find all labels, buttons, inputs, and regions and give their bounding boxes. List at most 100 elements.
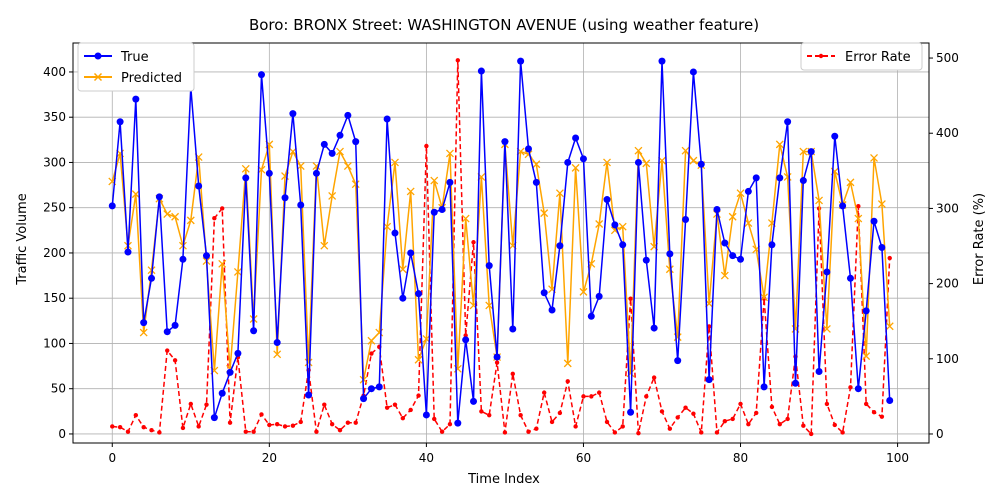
error-rate-point	[432, 416, 437, 422]
error-rate-point	[840, 430, 845, 435]
true-point	[634, 158, 642, 166]
error-rate-line	[112, 59, 891, 435]
true-point	[878, 244, 886, 252]
error-rate-point	[856, 203, 861, 209]
predicted-point	[273, 350, 282, 359]
true-point	[155, 193, 163, 201]
true-point	[336, 131, 344, 139]
error-rate-point	[141, 425, 146, 430]
predicted-point	[147, 266, 156, 275]
y-tick-label: 100	[43, 336, 66, 350]
x-tick-label: 80	[733, 451, 748, 465]
predicted-point	[877, 200, 886, 209]
true-point	[689, 68, 697, 76]
error-rate-point	[251, 429, 256, 434]
true-point	[682, 215, 690, 223]
true-point	[768, 241, 776, 249]
predicted-point	[775, 140, 784, 149]
error-rate-point	[188, 401, 193, 407]
true-point	[312, 169, 320, 177]
predicted-point	[571, 163, 580, 172]
legend-right: Error Rate	[800, 42, 923, 71]
error-rate-point	[424, 143, 429, 149]
true-point	[446, 178, 454, 186]
error-rate-point	[604, 419, 610, 425]
y-tick-label: 50	[51, 382, 66, 396]
predicted-point	[241, 164, 250, 173]
predicted-point	[296, 162, 305, 171]
error-rate-point	[675, 415, 680, 420]
true-point	[477, 67, 485, 75]
true-point	[737, 255, 745, 263]
predicted-point	[642, 159, 651, 168]
error-rate-point	[172, 358, 178, 363]
true-point	[603, 196, 611, 204]
error-rate-point	[887, 255, 892, 261]
predicted-point	[618, 222, 627, 231]
true-point	[572, 134, 580, 142]
predicted-point	[171, 212, 180, 221]
error-rate-point	[596, 390, 602, 395]
true-point	[846, 274, 854, 282]
error-rate-point	[479, 409, 484, 414]
true-point	[776, 174, 784, 182]
predicted-point	[383, 222, 392, 231]
y-axis-left: 0 50 100 150 200 250 300 350 400	[43, 65, 73, 441]
error-rate-point	[212, 215, 217, 221]
true-point	[218, 389, 226, 397]
true-point	[108, 202, 116, 210]
true-point	[257, 71, 265, 79]
error-rate-point	[824, 401, 830, 407]
error-rate-point	[636, 431, 641, 436]
predicted-point	[328, 191, 337, 200]
true-point	[650, 324, 658, 332]
error-rate-point	[722, 418, 728, 424]
true-point	[839, 202, 847, 210]
error-rate-point	[746, 422, 751, 427]
true-point	[124, 248, 132, 256]
true-point	[642, 256, 650, 264]
predicted-point	[218, 259, 227, 268]
true-point	[587, 312, 595, 320]
error-rate-point	[439, 429, 445, 434]
legend-label-error-rate: Error Rate	[845, 50, 911, 65]
true-point	[658, 57, 666, 65]
true-point	[611, 221, 619, 229]
true-point	[823, 268, 831, 276]
true-point	[674, 357, 682, 365]
true-point	[407, 249, 415, 257]
error-rate-point	[487, 412, 492, 418]
true-point	[485, 262, 493, 270]
error-rate-point	[220, 206, 225, 211]
true-point	[831, 132, 839, 140]
error-rate-point	[290, 423, 296, 428]
predicted-point	[414, 355, 423, 364]
true-point	[305, 391, 313, 399]
predicted-point	[367, 336, 376, 345]
x-axis-label: Time Index	[467, 472, 540, 487]
error-rate-point	[196, 424, 201, 429]
chart-title: Boro: BRONX Street: WASHINGTON AVENUE (u…	[249, 16, 759, 34]
predicted-point	[862, 352, 871, 361]
y-tick-label: 300	[43, 155, 66, 169]
x-tick-label: 40	[419, 451, 434, 465]
predicted-point	[563, 359, 572, 368]
true-point	[501, 138, 509, 146]
true-point	[697, 160, 705, 168]
true-point	[415, 290, 423, 298]
true-point	[375, 383, 383, 391]
true-point	[752, 174, 760, 182]
legend-left: True Predicted	[77, 42, 195, 92]
error-rate-point	[549, 419, 555, 425]
true-point	[430, 208, 438, 216]
y2-axis-label: Error Rate (%)	[972, 193, 987, 285]
error-rate-point	[573, 424, 578, 429]
legend-label-true: True	[120, 50, 149, 65]
predicted-point	[131, 190, 140, 199]
predicted-point	[163, 210, 172, 219]
true-point	[470, 397, 478, 405]
predicted-point	[532, 160, 541, 169]
y-tick-label: 200	[43, 246, 66, 260]
error-rate-point	[337, 428, 343, 433]
error-rate-point	[589, 394, 594, 399]
